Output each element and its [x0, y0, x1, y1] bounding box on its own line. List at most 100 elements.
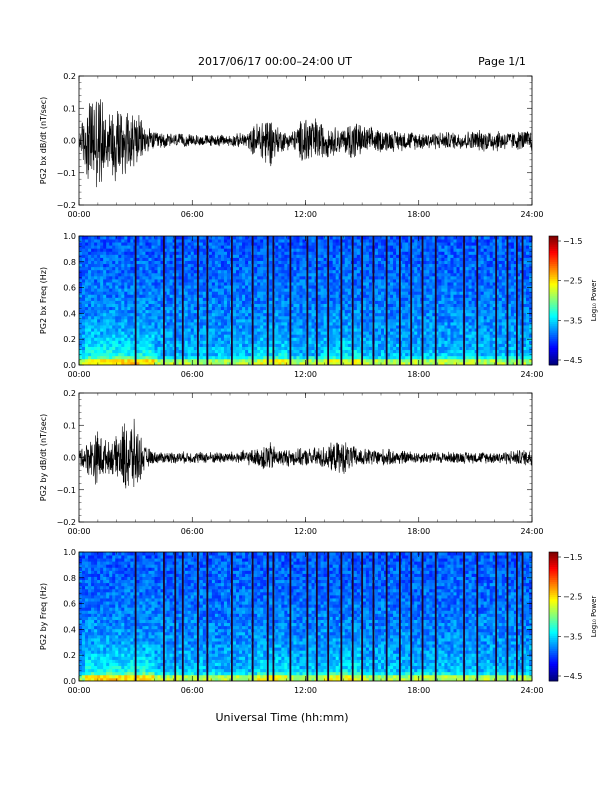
data-gap-stripe — [206, 552, 209, 681]
data-gap-stripe — [230, 552, 233, 681]
x-tick-label: 00:00 — [67, 686, 90, 695]
data-gap-stripe — [340, 236, 343, 365]
data-gap-stripe — [340, 552, 343, 681]
data-gap-stripe — [410, 236, 413, 365]
colorbar-tick-label: −2.5 — [563, 277, 582, 286]
x-tick-label: 18:00 — [407, 370, 430, 379]
data-gap-stripe — [351, 236, 354, 365]
data-gap-stripe — [289, 236, 292, 365]
x-tick-label: 24:00 — [520, 210, 543, 219]
data-gap-stripe — [206, 236, 209, 365]
y-tick-label: 0.2 — [63, 335, 76, 344]
y-tick-label: 0.0 — [63, 677, 76, 686]
y-axis-label: PG2 by Freq (Hz) — [39, 583, 48, 650]
colorbar-tick-label: −3.5 — [563, 632, 582, 641]
x-tick-label: 06:00 — [181, 210, 204, 219]
data-gap-stripe — [410, 552, 413, 681]
dbdt-trace — [79, 418, 532, 489]
y-axis-label: PG2 by dB/dt (nT/sec) — [39, 414, 48, 501]
x-tick-label: 18:00 — [407, 210, 430, 219]
data-gap-stripe — [272, 552, 275, 681]
colorbar — [548, 235, 559, 366]
y-tick-label: 0.6 — [63, 600, 76, 609]
y-tick-label: −0.1 — [57, 169, 76, 178]
colorbar-tick-label: −4.5 — [563, 356, 582, 365]
data-gap-stripe — [495, 552, 498, 681]
y-tick-label: 0.0 — [63, 454, 76, 463]
colorbar-tick-label: −4.5 — [563, 672, 582, 681]
data-gap-stripe — [174, 552, 177, 681]
colorbar-label: Log₁₀ Power — [590, 596, 598, 638]
x-tick-label: 00:00 — [67, 527, 90, 536]
y-tick-label: 0.8 — [63, 258, 76, 267]
data-gap-stripe — [306, 236, 309, 365]
data-gap-stripe — [134, 236, 137, 365]
data-gap-stripe — [197, 236, 199, 365]
data-gap-stripe — [315, 552, 318, 681]
x-tick-label: 12:00 — [294, 527, 317, 536]
data-gap-stripe — [398, 236, 401, 365]
data-gap-stripe — [506, 236, 509, 365]
data-gap-stripe — [521, 236, 524, 365]
x-tick-label: 06:00 — [181, 527, 204, 536]
data-gap-stripe — [306, 552, 309, 681]
data-gap-stripe — [327, 236, 330, 365]
colorbar-tick-label: −1.5 — [563, 553, 582, 562]
y-tick-label: −0.1 — [57, 486, 76, 495]
x-axis-label: Universal Time (hh:mm) — [216, 711, 349, 724]
colorbar-tick-label: −3.5 — [563, 316, 582, 325]
data-gap-stripe — [351, 552, 354, 681]
data-gap-stripe — [372, 236, 375, 365]
y-tick-label: 0.4 — [63, 625, 76, 634]
data-gap-stripe — [463, 236, 465, 365]
data-gap-stripe — [266, 236, 269, 365]
x-tick-label: 12:00 — [294, 210, 317, 219]
data-gap-stripe — [434, 552, 437, 681]
y-tick-label: 0.4 — [63, 309, 76, 318]
data-gap-stripe — [266, 552, 269, 681]
bx-dbdt-panel: 0.2 0.1 0.0 −0.1 −0.200:00 06:00 12:00 18:00 24:… — [39, 72, 544, 219]
x-tick-label: 12:00 — [294, 686, 317, 695]
y-tick-label: 1.0 — [63, 548, 76, 557]
x-tick-label: 24:00 — [520, 527, 543, 536]
data-gap-stripe — [516, 236, 518, 365]
data-gap-stripe — [372, 552, 375, 681]
data-gap-stripe — [181, 552, 184, 681]
data-gap-stripe — [163, 236, 165, 365]
colorbar — [548, 551, 559, 682]
data-gap-stripe — [361, 552, 364, 681]
x-tick-label: 00:00 — [67, 370, 90, 379]
data-gap-stripe — [476, 236, 479, 365]
data-gap-stripe — [421, 552, 424, 681]
y-tick-label: 0.0 — [63, 137, 76, 146]
x-tick-label: 06:00 — [181, 370, 204, 379]
y-tick-label: 0.2 — [63, 651, 76, 660]
data-gap-stripe — [361, 236, 364, 365]
data-gap-stripe — [181, 236, 184, 365]
by-dbdt-panel: 0.2 0.1 0.0 −0.1 −0.200:00 06:00 12:00 18:00 24:… — [39, 389, 544, 536]
data-gap-stripe — [495, 236, 498, 365]
y-axis-label: PG2 bx dB/dt (nT/sec) — [39, 97, 48, 184]
y-tick-label: 0.2 — [63, 72, 76, 81]
data-gap-stripe — [251, 552, 254, 681]
x-tick-label: 12:00 — [294, 370, 317, 379]
colorbar-tick-label: −2.5 — [563, 593, 582, 602]
y-tick-label: 0.6 — [63, 284, 76, 293]
data-gap-stripe — [463, 552, 465, 681]
x-tick-label: 18:00 — [407, 527, 430, 536]
y-tick-label: 0.1 — [63, 104, 76, 113]
by-spectrogram-panel: −1.5 −2.5 −3.5 −4.5 Log₁₀ Power 1.0 0.8 0.6 0.4 0… — [39, 548, 598, 695]
x-tick-label: 18:00 — [407, 686, 430, 695]
data-gap-stripe — [434, 236, 437, 365]
y-tick-label: −0.2 — [57, 518, 76, 527]
data-gap-stripe — [134, 552, 137, 681]
x-tick-label: 00:00 — [67, 210, 90, 219]
data-gap-stripe — [398, 552, 401, 681]
y-tick-label: 1.0 — [63, 232, 76, 241]
y-tick-label: 0.0 — [63, 361, 76, 370]
data-gap-stripe — [174, 236, 177, 365]
data-gap-stripe — [421, 236, 424, 365]
y-tick-label: 0.1 — [63, 421, 76, 430]
x-tick-label: 24:00 — [520, 686, 543, 695]
